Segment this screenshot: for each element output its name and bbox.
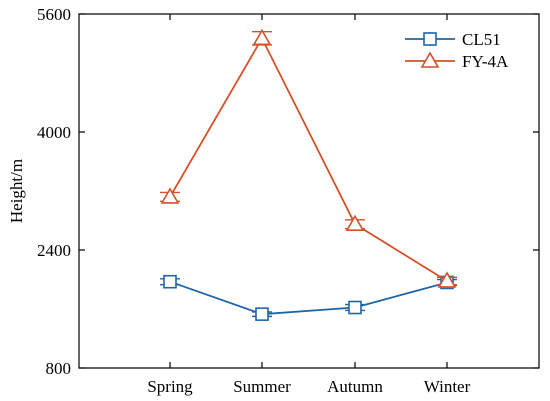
data-point [345, 214, 365, 231]
data-point [160, 187, 180, 204]
x-tick-label: Summer [233, 377, 291, 396]
plot-frame [78, 13, 540, 369]
legend-marker [420, 51, 440, 68]
data-point [252, 28, 272, 46]
y-axis: 800 2400 4000 5600 [37, 5, 539, 378]
y-tick-label: 5600 [37, 5, 71, 24]
y-tick-label: 4000 [37, 123, 71, 142]
data-point [163, 274, 177, 289]
legend-item: CL51 [405, 30, 501, 49]
legend: CL51 FY-4A [405, 30, 509, 71]
series-line [169, 280, 448, 316]
data-point [348, 300, 362, 315]
y-tick-label: 2400 [37, 241, 71, 260]
series-line [169, 36, 448, 282]
x-tick-label: Spring [147, 377, 193, 396]
x-tick-label: Winter [424, 377, 471, 396]
series-fy-4a [160, 28, 457, 288]
data-point [437, 271, 457, 288]
data-point [255, 307, 269, 321]
x-tick-label: Autumn [327, 377, 383, 396]
series-layer [160, 28, 457, 321]
legend-label: FY-4A [462, 52, 509, 71]
series-cl51 [160, 274, 457, 321]
x-axis: Spring Summer Autumn Winter [147, 14, 471, 396]
y-axis-title: Height/m [7, 159, 26, 223]
y-tick-label: 800 [46, 359, 72, 378]
legend-label: CL51 [462, 30, 501, 49]
legend-item: FY-4A [405, 51, 509, 71]
legend-marker [423, 32, 437, 46]
